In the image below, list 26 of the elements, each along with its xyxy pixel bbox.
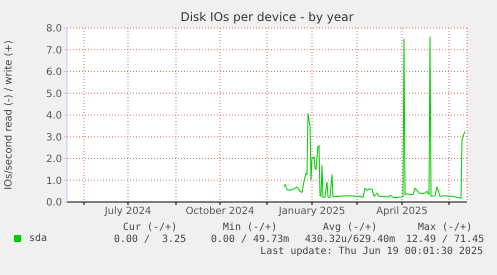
- y-tick-label: 4.0: [46, 110, 62, 122]
- y-tick-label: 1.0: [46, 176, 62, 187]
- text: Max (-/+): [416, 222, 474, 233]
- line-series: [284, 36, 466, 199]
- x-tick-label: July 2024: [104, 206, 152, 218]
- y-tick-label: 2.0: [46, 154, 62, 166]
- text: Avg (-/+): [322, 222, 378, 233]
- x-tick-label: October 2024: [186, 206, 254, 218]
- text: 0.00 / 3.25: [112, 234, 188, 245]
- x-tick-label: January 2025: [278, 206, 346, 218]
- text: 430.32u/629.40m: [304, 234, 396, 245]
- text: Last update: Thu Jun 19 00:01:30 2025: [260, 246, 483, 257]
- chart-title: Disk IOs per device - by year: [179, 10, 355, 24]
- text: 0.00 / 49.73m: [210, 234, 290, 245]
- text: 12.49 / 71.45: [406, 234, 484, 245]
- y-tick-label: 0.0: [46, 198, 62, 209]
- y-tick-label: 3.0: [46, 132, 62, 144]
- y-tick-label: 6.0: [46, 67, 62, 78]
- y-axis-title: IOs/second read (-) / write (+): [4, 40, 14, 190]
- y-tick-label: 8.0: [46, 24, 62, 35]
- y-tick-label: 7.0: [46, 45, 62, 56]
- x-tick-label: April 2025: [376, 206, 428, 218]
- text: Min (-/+): [222, 222, 278, 233]
- text: Cur (-/+): [122, 222, 178, 233]
- y-tick-label: 5.0: [46, 88, 62, 100]
- legend-label: sda: [29, 233, 48, 244]
